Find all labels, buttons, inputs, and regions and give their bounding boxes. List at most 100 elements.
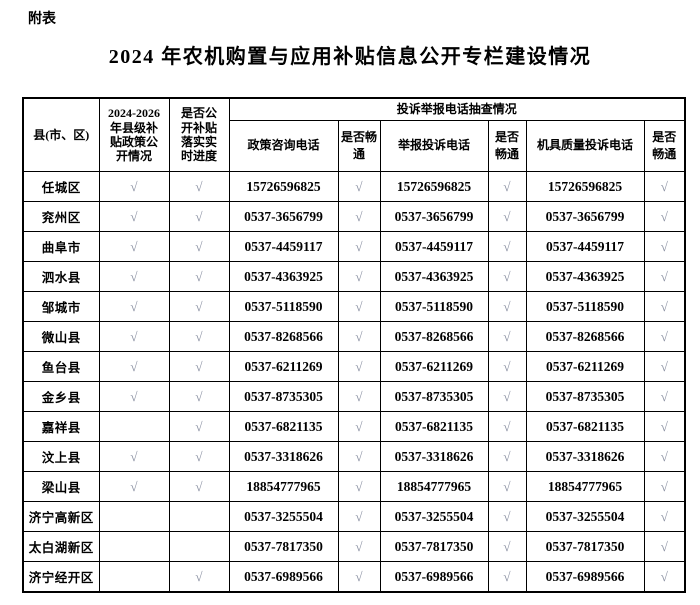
policy-connected-cell: √ [337, 201, 381, 232]
table-header: 县(市、区) 2024-2026年县级补贴政策公开情况 是否公开补贴落实实时进度… [22, 97, 686, 172]
report-connected-cell: √ [487, 381, 527, 412]
policy-disclosed-cell: √ [98, 261, 170, 292]
quality-connected-cell: √ [643, 411, 686, 442]
report-phone-cell: 18854777965 [379, 471, 489, 502]
quality-phone-cell: 0537-8735305 [525, 381, 645, 412]
report-phone-cell: 0537-6211269 [379, 351, 489, 382]
table-row: 嘉祥县 √ 0537-6821135 √ 0537-6821135 √ 0537-68211… [22, 411, 686, 442]
quality-phone-cell: 0537-4459117 [525, 231, 645, 262]
quality-phone-cell: 18854777965 [525, 471, 645, 502]
county-cell: 曲阜市 [22, 231, 100, 262]
col-header-county: 县(市、区) [22, 97, 100, 172]
quality-connected-cell: √ [643, 201, 686, 232]
table-row: 济宁高新区 0537-3255504 √ 0537-3255504 √ 0537-3255… [22, 501, 686, 532]
realtime-progress-cell: √ [168, 441, 230, 472]
policy-phone-cell: 18854777965 [228, 471, 339, 502]
report-connected-cell: √ [487, 351, 527, 382]
quality-phone-cell: 15726596825 [525, 171, 645, 202]
quality-phone-cell: 0537-3656799 [525, 201, 645, 232]
quality-phone-cell: 0537-6989566 [525, 561, 645, 593]
quality-connected-cell: √ [643, 561, 686, 593]
policy-phone-cell: 15726596825 [228, 171, 339, 202]
table-row: 泗水县 √ √ 0537-4363925 √ 0537-4363925 √ 0537-4363… [22, 261, 686, 292]
report-phone-cell: 0537-8735305 [379, 381, 489, 412]
appendix-label: 附表 [28, 12, 56, 27]
quality-phone-cell: 0537-3318626 [525, 441, 645, 472]
quality-phone-cell: 0537-5118590 [525, 291, 645, 322]
col-header-connected-1: 是否畅通 [337, 120, 381, 172]
policy-disclosed-cell [98, 411, 170, 442]
quality-phone-cell: 0537-4363925 [525, 261, 645, 292]
policy-connected-cell: √ [337, 171, 381, 202]
table-row: 任城区 √ √ 15726596825 √ 15726596825 √ 15726596825… [22, 171, 686, 202]
table-row: 曲阜市 √ √ 0537-4459117 √ 0537-4459117 √ 0537-4459… [22, 231, 686, 262]
realtime-progress-cell: √ [168, 411, 230, 442]
policy-phone-cell: 0537-3318626 [228, 441, 339, 472]
quality-connected-cell: √ [643, 231, 686, 262]
policy-phone-cell: 0537-6989566 [228, 561, 339, 593]
policy-connected-cell: √ [337, 261, 381, 292]
report-phone-cell: 0537-3656799 [379, 201, 489, 232]
quality-connected-cell: √ [643, 321, 686, 352]
table-row: 微山县 √ √ 0537-8268566 √ 0537-8268566 √ 0537-8268… [22, 321, 686, 352]
report-phone-cell: 0537-3255504 [379, 501, 489, 532]
col-header-report-phone: 举报投诉电话 [379, 120, 489, 172]
realtime-progress-cell: √ [168, 321, 230, 352]
policy-connected-cell: √ [337, 561, 381, 593]
page-title: 2024 年农机购置与应用补贴信息公开专栏建设情况 [108, 46, 592, 68]
report-phone-cell: 15726596825 [379, 171, 489, 202]
county-cell: 梁山县 [22, 471, 100, 502]
policy-disclosed-cell: √ [98, 291, 170, 322]
table-row: 鱼台县 √ √ 0537-6211269 √ 0537-6211269 √ 0537-6211… [22, 351, 686, 382]
quality-phone-cell: 0537-3255504 [525, 501, 645, 532]
table-body: 任城区 √ √ 15726596825 √ 15726596825 √ 15726596825… [22, 171, 686, 593]
policy-phone-cell: 0537-8268566 [228, 321, 339, 352]
county-cell: 济宁高新区 [22, 501, 100, 532]
policy-phone-cell: 0537-5118590 [228, 291, 339, 322]
policy-disclosed-cell [98, 531, 170, 562]
quality-phone-cell: 0537-6821135 [525, 411, 645, 442]
report-connected-cell: √ [487, 261, 527, 292]
header-row-sub: 政策咨询电话 是否畅通 举报投诉电话 是否畅通 机具质量投诉电话 是否畅通 [23, 120, 686, 172]
report-connected-cell: √ [487, 441, 527, 472]
county-cell: 兖州区 [22, 201, 100, 232]
quality-phone-cell: 0537-8268566 [525, 321, 645, 352]
table-row: 邹城市 √ √ 0537-5118590 √ 0537-5118590 √ 0537-5118… [22, 291, 686, 322]
county-cell: 济宁经开区 [22, 561, 100, 593]
policy-phone-cell: 0537-6821135 [228, 411, 339, 442]
col-header-policy-disclosure: 2024-2026年县级补贴政策公开情况 [98, 97, 170, 172]
col-header-connected-2: 是否畅通 [487, 120, 527, 172]
realtime-progress-cell: √ [168, 201, 230, 232]
realtime-progress-cell: √ [168, 351, 230, 382]
quality-connected-cell: √ [643, 381, 686, 412]
report-connected-cell: √ [487, 291, 527, 322]
report-phone-cell: 0537-6989566 [379, 561, 489, 593]
county-cell: 泗水县 [22, 261, 100, 292]
policy-connected-cell: √ [337, 441, 381, 472]
table-row: 太白湖新区 0537-7817350 √ 0537-7817350 √ 0537-7817… [22, 531, 686, 562]
policy-connected-cell: √ [337, 291, 381, 322]
quality-phone-cell: 0537-6211269 [525, 351, 645, 382]
col-header-connected-3: 是否畅通 [643, 120, 686, 172]
report-connected-cell: √ [487, 321, 527, 352]
col-header-phone-spotcheck-group: 投诉举报电话抽查情况 [228, 97, 686, 121]
policy-disclosed-cell [98, 561, 170, 593]
report-phone-cell: 0537-6821135 [379, 411, 489, 442]
table-row: 梁山县 √ √ 18854777965 √ 18854777965 √ 18854777965… [22, 471, 686, 502]
quality-phone-cell: 0537-7817350 [525, 531, 645, 562]
quality-connected-cell: √ [643, 351, 686, 382]
report-connected-cell: √ [487, 561, 527, 593]
report-phone-cell: 0537-3318626 [379, 441, 489, 472]
policy-disclosed-cell: √ [98, 171, 170, 202]
policy-phone-cell: 0537-3255504 [228, 501, 339, 532]
quality-connected-cell: √ [643, 291, 686, 322]
report-connected-cell: √ [487, 201, 527, 232]
realtime-progress-cell: √ [168, 291, 230, 322]
county-cell: 微山县 [22, 321, 100, 352]
quality-connected-cell: √ [643, 171, 686, 202]
county-cell: 太白湖新区 [22, 531, 100, 562]
col-header-policy-phone: 政策咨询电话 [228, 120, 339, 172]
policy-phone-cell: 0537-3656799 [228, 201, 339, 232]
policy-phone-cell: 0537-6211269 [228, 351, 339, 382]
